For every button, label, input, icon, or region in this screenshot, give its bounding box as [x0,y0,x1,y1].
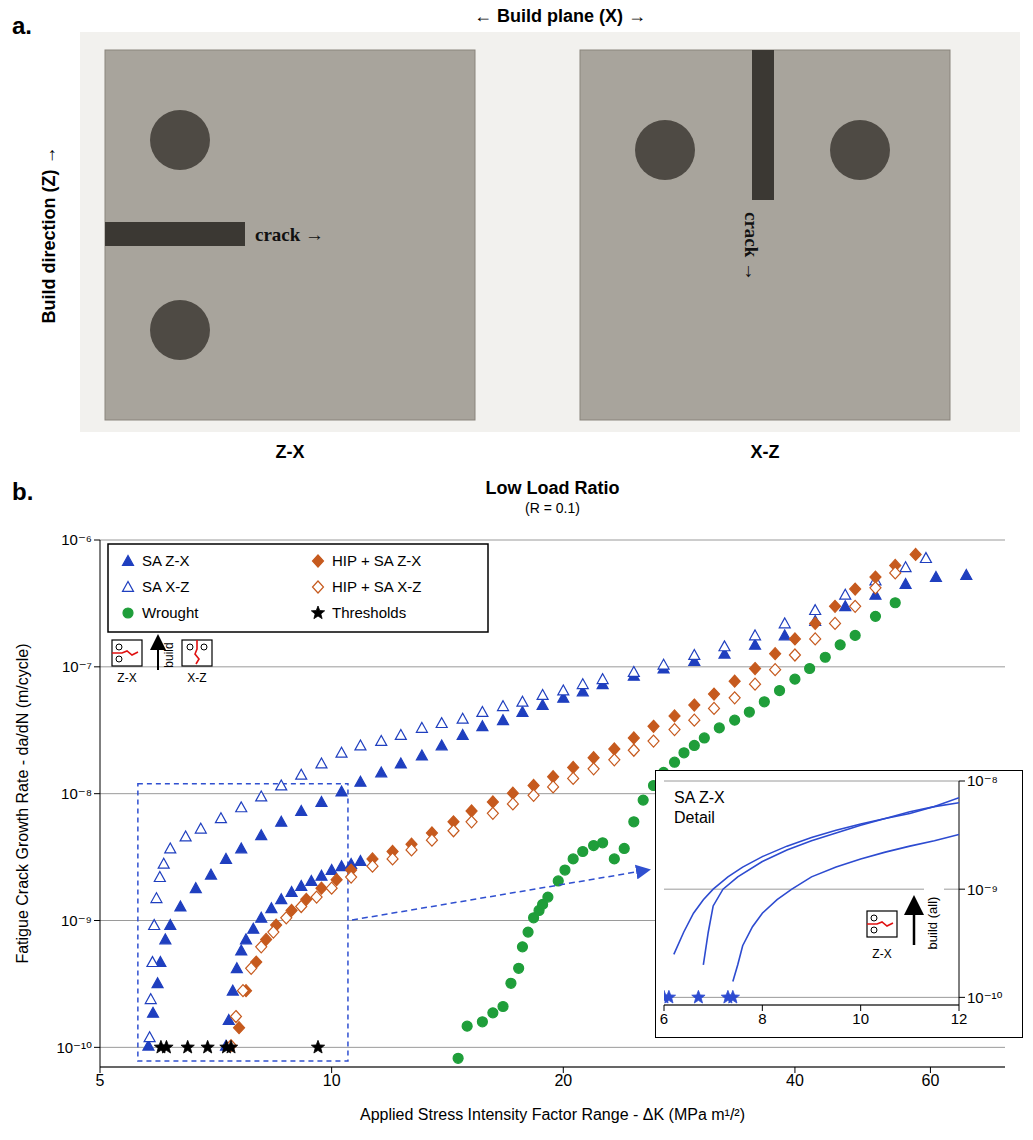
svg-text:Z-X: Z-X [872,947,891,961]
html-text:b.: b. [12,478,34,505]
svg-text:10⁻⁸: 10⁻⁸ [61,785,92,802]
svg-text:5: 5 [96,1072,105,1089]
svg-text:SA X-Z: SA X-Z [142,578,190,595]
svg-text:← Build plane (X) →: ← Build plane (X) → [474,6,646,26]
svg-text:40: 40 [786,1072,804,1089]
svg-text:crack →: crack → [255,224,324,245]
svg-text:Applied Stress Intensity Facto: Applied Stress Intensity Factor Range - … [360,1106,745,1123]
svg-text:10⁻⁷: 10⁻⁷ [62,658,92,675]
svg-text:10: 10 [852,1010,869,1027]
svg-text:12: 12 [951,1010,968,1027]
svg-text:6: 6 [660,1010,668,1027]
svg-text:Z-X: Z-X [276,442,305,462]
svg-text:10: 10 [323,1072,341,1089]
svg-text:20: 20 [554,1072,572,1089]
svg-text:build (all): build (all) [925,897,940,950]
svg-text:Build direction (Z) →: Build direction (Z) → [39,147,59,324]
svg-text:Wrought: Wrought [142,604,199,621]
svg-text:crack →: crack → [741,212,762,281]
svg-text:HIP + SA X-Z: HIP + SA X-Z [332,578,421,595]
svg-text:10⁻⁶: 10⁻⁶ [61,531,92,548]
svg-text:10⁻⁹: 10⁻⁹ [967,881,998,898]
html-text:Low Load Ratio: Low Load Ratio [485,478,620,498]
svg-text:60: 60 [922,1072,940,1089]
svg-text:10⁻¹⁰: 10⁻¹⁰ [967,989,1003,1006]
svg-text:Detail: Detail [674,809,715,826]
svg-text:10⁻⁸: 10⁻⁸ [967,772,998,789]
svg-text:10⁻¹⁰: 10⁻¹⁰ [56,1039,92,1056]
svg-text:SA Z-X: SA Z-X [674,789,725,806]
svg-text:Thresholds: Thresholds [332,604,406,621]
svg-text:SA Z-X: SA Z-X [142,552,190,569]
svg-text:Z-X: Z-X [117,671,136,685]
svg-text:10⁻⁹: 10⁻⁹ [61,912,92,929]
svg-text:X-Z: X-Z [751,442,780,462]
svg-text:a.: a. [12,12,32,39]
svg-text:Fatigue Crack Growth Rate - da: Fatigue Crack Growth Rate - da/dN (m/cyc… [14,643,31,963]
svg-text:8: 8 [758,1010,766,1027]
svg-text:build: build [162,642,176,667]
html-text:(R = 0.1): (R = 0.1) [525,500,580,516]
svg-text:X-Z: X-Z [187,671,206,685]
svg-text:HIP + SA Z-X: HIP + SA Z-X [332,552,421,569]
